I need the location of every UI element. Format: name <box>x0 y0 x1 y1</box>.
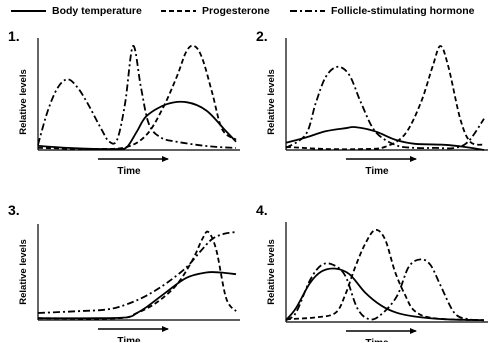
x-axis-label: Time <box>365 166 389 177</box>
panel-number: 4. <box>256 202 268 218</box>
series-line-fsh <box>285 258 485 322</box>
line-chart-2: Time Relative levels <box>266 38 488 177</box>
series-line-progesterone <box>37 44 237 150</box>
x-axis-label: Time <box>117 336 141 342</box>
series-line-fsh <box>37 231 237 314</box>
legend-item-fsh: Follicle-stimulating hormone <box>287 4 492 18</box>
line-chart-3: Time Relative levels <box>18 224 240 342</box>
legend-swatch-dashed <box>161 10 196 12</box>
legend-item-body-temperature: Body temperature <box>8 4 158 18</box>
series-line-progesterone <box>285 45 485 151</box>
chart-panel-1: 1. Time Relative levels <box>0 22 248 182</box>
series-line-body-temperature <box>285 126 485 151</box>
series-line-body-temperature <box>285 267 485 322</box>
legend-swatch-dashdot <box>290 10 325 12</box>
chart-panel-3: 3. Time Relative levels <box>0 182 248 342</box>
chart-panel-4: 4. Time Relative levels <box>248 182 496 342</box>
y-axis-label: Relative levels <box>266 239 277 305</box>
series-line-fsh <box>37 45 237 149</box>
panel-number: 3. <box>8 202 20 218</box>
chart-panel-2: 2. Time Relative levels <box>248 22 496 182</box>
series-line-fsh <box>285 65 485 150</box>
legend-label-progesterone: Progesterone <box>202 5 270 17</box>
y-axis-label: Relative levels <box>266 69 277 135</box>
chart-legend: Body temperature Progesterone Follicle-s… <box>0 0 496 24</box>
panel-number: 2. <box>256 28 268 44</box>
line-chart-4: Time Relative levels <box>266 222 488 342</box>
legend-label-fsh: Follicle-stimulating hormone <box>331 5 475 17</box>
series-line-progesterone <box>285 228 485 322</box>
legend-label-body-temperature: Body temperature <box>52 5 142 17</box>
x-axis-label: Time <box>365 338 389 342</box>
panel-number: 1. <box>8 28 20 44</box>
legend-item-progesterone: Progesterone <box>158 4 288 18</box>
legend-swatch-solid <box>11 10 46 12</box>
y-axis-label: Relative levels <box>18 69 29 135</box>
y-axis-label: Relative levels <box>18 239 29 305</box>
x-axis-label: Time <box>117 166 141 177</box>
line-chart-1: Time Relative levels <box>18 38 240 177</box>
series-line-body-temperature <box>37 271 237 320</box>
